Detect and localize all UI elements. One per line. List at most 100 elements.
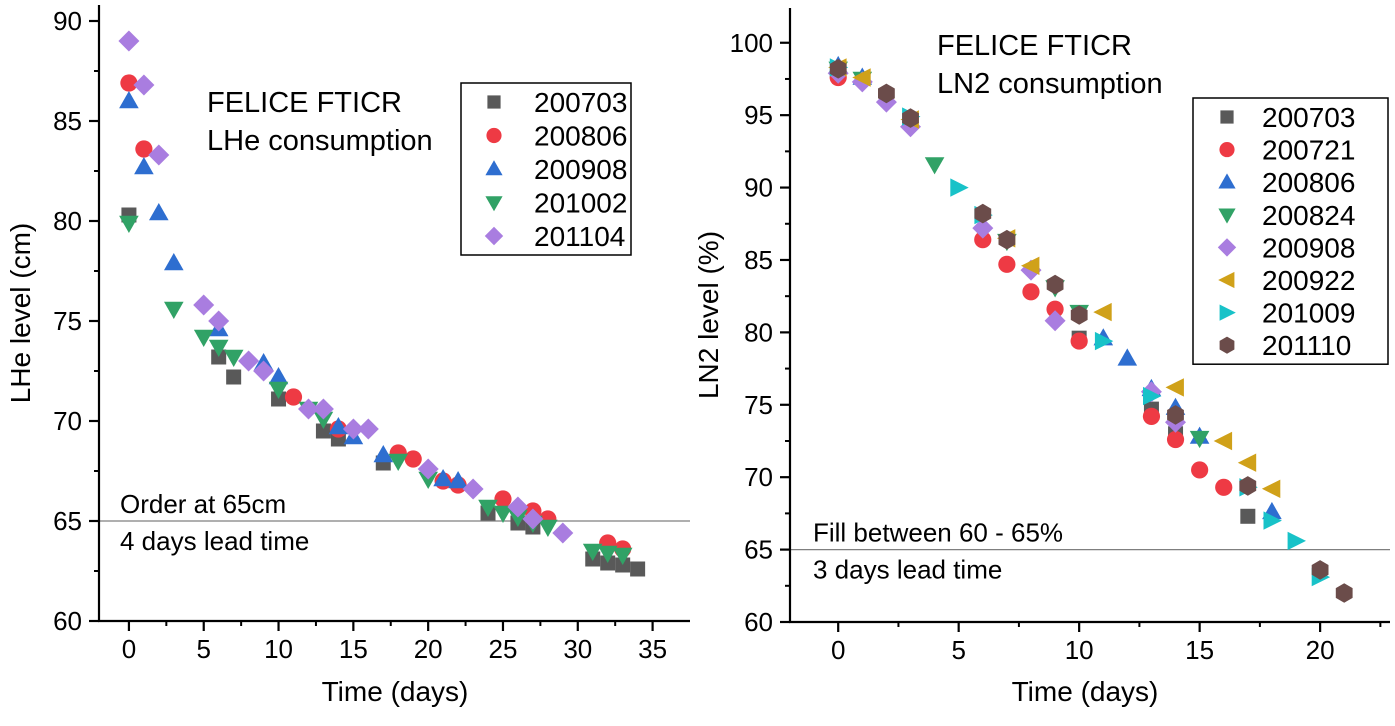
data-point-200806	[284, 388, 303, 406]
data-point-200721	[1191, 461, 1209, 479]
x-tick-label: 5	[196, 634, 210, 664]
data-point-201110	[998, 229, 1016, 250]
data-point-201002	[478, 499, 498, 517]
x-tick-label: 20	[414, 634, 443, 664]
data-point-200703	[630, 561, 646, 577]
legend-item-201009: 201009	[1219, 298, 1355, 329]
data-point-200908	[448, 471, 468, 489]
legend-label: 200806	[1262, 167, 1355, 198]
data-point-200703	[315, 423, 331, 439]
data-point-201002	[164, 301, 184, 319]
y-axis-title: LN2 level (%)	[693, 231, 724, 399]
annotation-above: Fill between 60 - 65%	[813, 518, 1063, 548]
data-point-201104	[312, 398, 334, 420]
data-point-201009	[1143, 386, 1162, 406]
legend-marker-square	[1220, 110, 1234, 124]
legend-marker-circle	[486, 127, 502, 144]
legend-item-200824: 200824	[1218, 200, 1355, 231]
data-point-200721	[1046, 300, 1064, 318]
y-tick-label: 85	[53, 106, 82, 136]
y-tick-label: 60	[53, 606, 82, 636]
legend-label: 200824	[1262, 200, 1355, 231]
data-point-201104	[253, 360, 275, 382]
data-point-201104	[238, 350, 260, 372]
x-tick-label: 10	[1065, 635, 1094, 665]
annotation-below: 4 days lead time	[120, 526, 309, 556]
data-point-200806	[1117, 348, 1138, 366]
data-point-201009	[1263, 511, 1282, 530]
x-tick-label: 0	[831, 635, 845, 665]
y-tick-label: 70	[53, 406, 82, 436]
y-tick-label: 75	[53, 306, 82, 336]
annotation-above: Order at 65cm	[120, 489, 286, 519]
data-point-201002	[388, 453, 408, 471]
chart-title-line: FELICE FTICR	[207, 87, 402, 119]
data-point-200721	[1142, 407, 1161, 425]
data-point-201110	[829, 59, 847, 79]
x-tick-label: 10	[264, 634, 293, 664]
y-tick-label: 95	[744, 100, 773, 130]
y-tick-label: 80	[744, 317, 773, 347]
data-point-201110	[1311, 560, 1329, 580]
data-point-201104	[133, 74, 155, 96]
data-point-201002	[268, 381, 289, 399]
x-tick-label: 20	[1306, 635, 1335, 665]
data-point-201104	[208, 310, 230, 332]
data-point-201110	[878, 83, 895, 104]
data-point-200922	[1093, 302, 1112, 322]
data-point-200908	[149, 203, 169, 221]
legend-label: 201104	[534, 221, 625, 252]
y-tick-label: 90	[744, 173, 773, 203]
data-point-201110	[1070, 305, 1088, 325]
legend-item-200922: 200922	[1218, 265, 1355, 296]
data-point-201104	[357, 418, 379, 440]
data-point-200908	[1044, 310, 1066, 332]
data-point-200922	[852, 68, 871, 87]
x-tick-label: 0	[122, 634, 136, 664]
data-point-201110	[1046, 274, 1064, 295]
data-point-201104	[148, 144, 170, 166]
data-point-200908	[119, 91, 139, 109]
data-point-201104	[507, 496, 529, 518]
x-axis-title: Time (days)	[1012, 676, 1159, 707]
data-point-200824	[1189, 430, 1210, 449]
data-point-200721	[1070, 332, 1088, 350]
legend-marker-circle	[1219, 142, 1235, 158]
legend-item-201104: 201104	[484, 221, 625, 252]
data-point-200908	[972, 217, 994, 239]
data-point-200922	[1021, 256, 1040, 275]
legend-item-200806: 200806	[1218, 167, 1355, 198]
data-point-201104	[193, 294, 215, 316]
data-point-201104	[118, 30, 140, 52]
legend-item-200721: 200721	[1219, 135, 1355, 166]
x-tick-label: 5	[951, 635, 965, 665]
data-point-200806	[135, 140, 153, 158]
legend-label: 200721	[1262, 135, 1355, 166]
legend-marker-triangle-right	[1219, 304, 1236, 321]
data-point-201104	[417, 458, 439, 480]
data-point-200806	[494, 490, 512, 508]
data-point-201104	[298, 398, 319, 420]
x-axis-title: Time (days)	[322, 676, 469, 707]
legend-label: 200908	[1262, 232, 1355, 263]
legend-item-200908: 200908	[1217, 232, 1355, 263]
data-point-200721	[974, 231, 992, 249]
x-tick-label: 25	[489, 634, 518, 664]
data-point-200922	[1261, 479, 1281, 498]
data-point-200908	[373, 445, 394, 463]
data-point-200703	[1240, 508, 1256, 524]
chart-title-line: LHe consumption	[207, 125, 433, 157]
data-point-201002	[193, 329, 214, 347]
x-tick-label: 15	[339, 634, 368, 664]
data-point-201002	[582, 543, 603, 561]
data-point-201009	[1287, 531, 1306, 551]
y-tick-label: 65	[744, 535, 773, 565]
data-point-201104	[342, 418, 364, 440]
legend-label: 200806	[534, 121, 627, 152]
data-point-201104	[522, 508, 544, 530]
data-point-201110	[1167, 405, 1184, 425]
data-point-200721	[998, 255, 1016, 273]
data-point-201002	[418, 471, 438, 489]
